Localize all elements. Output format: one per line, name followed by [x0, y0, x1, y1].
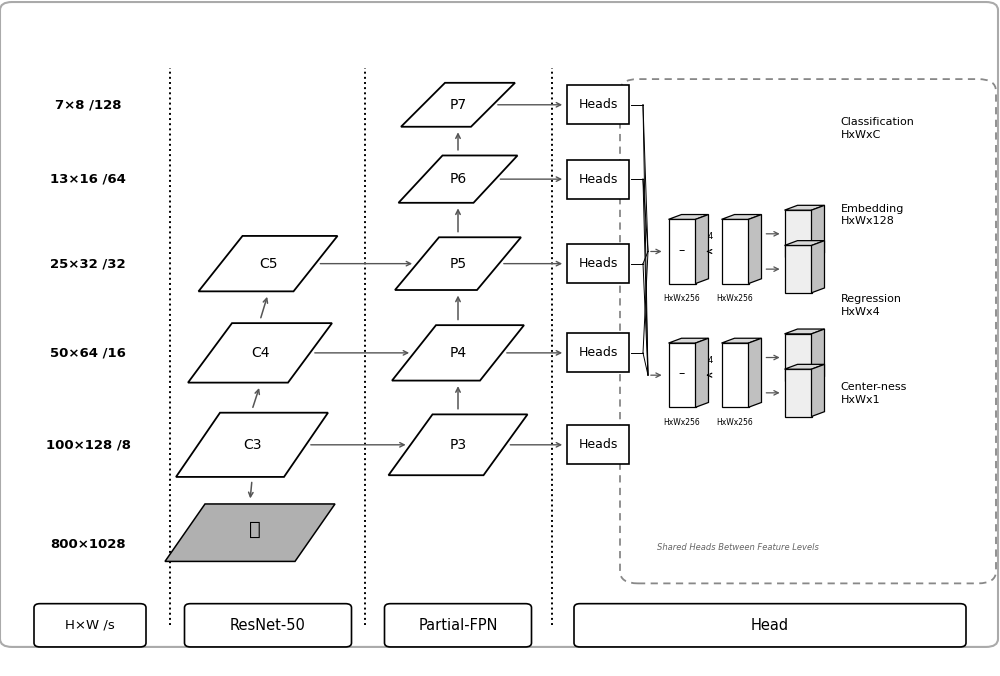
Text: C4: C4 — [251, 346, 269, 360]
Polygon shape — [165, 504, 335, 561]
Text: 800×1028: 800×1028 — [50, 537, 126, 551]
Polygon shape — [388, 414, 528, 475]
Polygon shape — [748, 214, 762, 284]
Text: –: – — [679, 367, 685, 381]
FancyBboxPatch shape — [567, 85, 629, 124]
Text: 7×8 /128: 7×8 /128 — [55, 98, 121, 112]
FancyBboxPatch shape — [567, 333, 629, 372]
Text: P7: P7 — [449, 98, 467, 112]
Polygon shape — [785, 334, 812, 381]
Polygon shape — [748, 338, 762, 407]
Polygon shape — [669, 343, 696, 407]
Polygon shape — [669, 219, 696, 284]
Polygon shape — [785, 329, 824, 334]
Polygon shape — [392, 325, 524, 381]
Polygon shape — [785, 369, 812, 416]
Polygon shape — [395, 237, 521, 290]
Text: x4: x4 — [703, 232, 714, 241]
Polygon shape — [696, 214, 708, 284]
Text: –: – — [679, 243, 685, 257]
Polygon shape — [188, 323, 332, 383]
FancyBboxPatch shape — [567, 244, 629, 283]
Polygon shape — [722, 219, 748, 284]
Polygon shape — [199, 236, 338, 291]
Text: Classification
HxWxC: Classification HxWxC — [840, 117, 914, 140]
Text: Heads: Heads — [578, 172, 618, 186]
Text: P3: P3 — [449, 438, 467, 452]
Text: Embedding
HxWx128: Embedding HxWx128 — [840, 203, 904, 226]
Text: Heads: Heads — [578, 98, 618, 112]
Text: H×W /s: H×W /s — [65, 619, 115, 632]
Text: HxWx256: HxWx256 — [664, 418, 700, 427]
Polygon shape — [785, 245, 812, 293]
FancyBboxPatch shape — [567, 425, 629, 464]
Text: HxWx256: HxWx256 — [664, 294, 700, 303]
Polygon shape — [669, 338, 708, 343]
Polygon shape — [722, 214, 762, 219]
Text: Heads: Heads — [578, 346, 618, 360]
Text: Shared Heads Between Feature Levels: Shared Heads Between Feature Levels — [657, 543, 819, 552]
Polygon shape — [812, 206, 824, 258]
Text: HxWx256: HxWx256 — [717, 418, 753, 427]
Polygon shape — [812, 241, 824, 293]
Text: Heads: Heads — [578, 438, 618, 452]
Text: C5: C5 — [259, 257, 277, 270]
Polygon shape — [722, 343, 748, 407]
Text: HxWx256: HxWx256 — [717, 294, 753, 303]
Text: C3: C3 — [243, 438, 261, 452]
Text: Center-ness
HxWx1: Center-ness HxWx1 — [840, 382, 907, 405]
Polygon shape — [176, 412, 328, 477]
Text: Head: Head — [751, 618, 789, 633]
Text: P6: P6 — [449, 172, 467, 186]
Polygon shape — [785, 241, 824, 245]
FancyBboxPatch shape — [574, 604, 966, 647]
Text: Partial-FPN: Partial-FPN — [418, 618, 498, 633]
Polygon shape — [669, 214, 708, 219]
Text: 100×128 /8: 100×128 /8 — [46, 438, 130, 452]
Polygon shape — [812, 364, 824, 416]
Text: P4: P4 — [449, 346, 467, 360]
FancyBboxPatch shape — [620, 79, 996, 583]
Text: 25×32 /32: 25×32 /32 — [50, 257, 126, 270]
Text: 50×64 /16: 50×64 /16 — [50, 346, 126, 360]
FancyBboxPatch shape — [34, 604, 146, 647]
Text: ResNet-50: ResNet-50 — [230, 618, 306, 633]
Text: P5: P5 — [449, 257, 467, 270]
FancyBboxPatch shape — [384, 604, 532, 647]
Text: Regression
HxWx4: Regression HxWx4 — [840, 294, 902, 317]
Polygon shape — [401, 83, 515, 127]
Polygon shape — [785, 206, 824, 210]
FancyBboxPatch shape — [0, 2, 998, 647]
Polygon shape — [398, 155, 518, 203]
Polygon shape — [696, 338, 708, 407]
Text: 🛵: 🛵 — [249, 520, 261, 539]
FancyBboxPatch shape — [567, 160, 629, 199]
Polygon shape — [785, 210, 812, 258]
Polygon shape — [785, 364, 824, 369]
FancyBboxPatch shape — [184, 604, 352, 647]
Text: 13×16 /64: 13×16 /64 — [50, 172, 126, 186]
Polygon shape — [812, 329, 824, 381]
Polygon shape — [722, 338, 762, 343]
Text: x4: x4 — [703, 356, 714, 365]
Text: Heads: Heads — [578, 257, 618, 270]
